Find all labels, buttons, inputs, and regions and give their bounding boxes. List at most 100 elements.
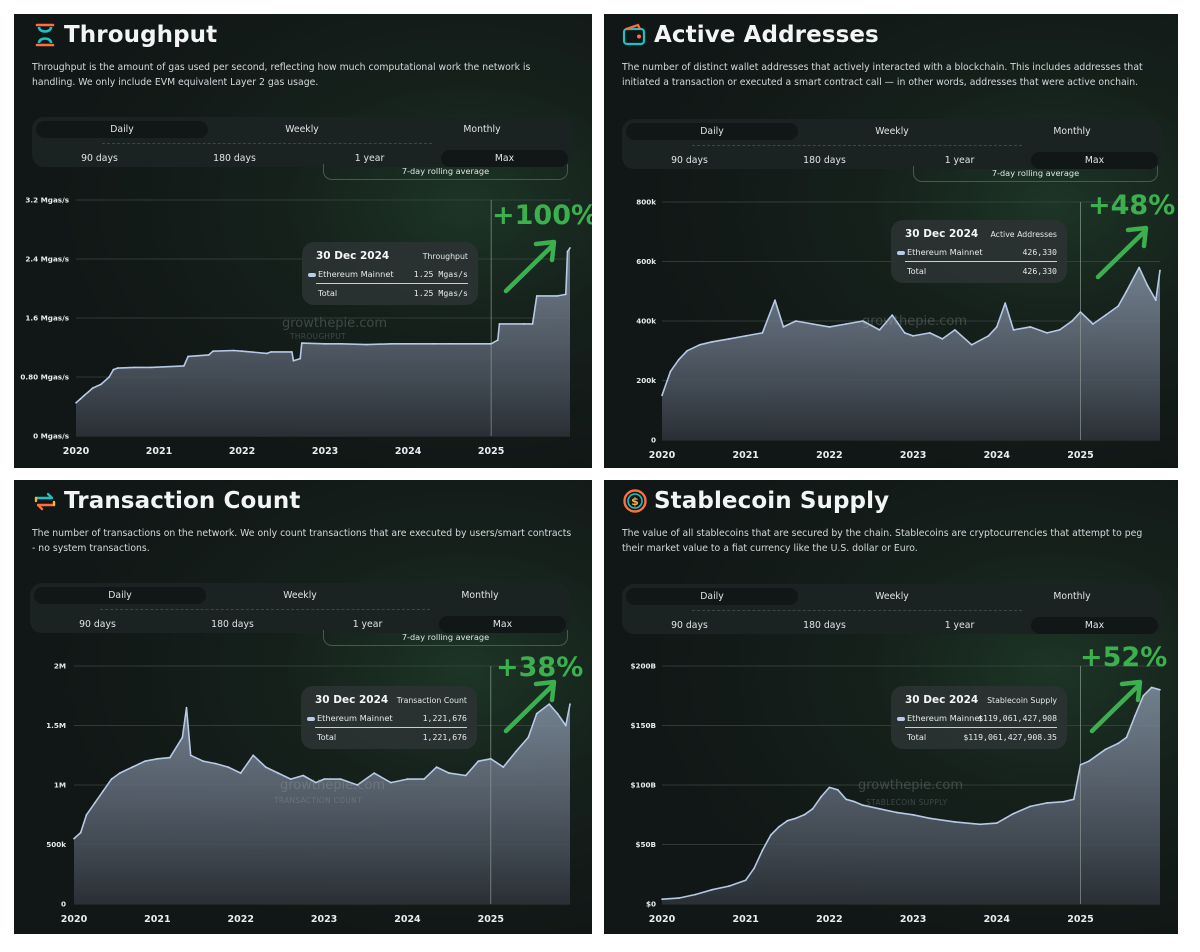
growth-percentage: +38% <box>496 652 584 683</box>
tooltip: 30 Dec 2024 Throughput Ethereum Mainnet … <box>302 242 478 305</box>
data-point <box>266 352 268 355</box>
range-1-year[interactable]: 1 year <box>944 155 975 166</box>
data-point <box>1125 290 1128 293</box>
range-1-year[interactable]: 1 year <box>944 620 975 631</box>
data-point <box>903 332 906 334</box>
data-point <box>75 402 77 404</box>
tooltip-network: Ethereum Mainnet <box>907 713 983 723</box>
series-line[interactable] <box>75 247 571 404</box>
tooltip-network: Ethereum Mainnet <box>318 269 394 279</box>
data-point <box>448 772 450 774</box>
data-point <box>929 332 931 334</box>
tooltip: 30 Dec 2024 Transaction Count Ethereum M… <box>301 686 477 749</box>
data-point <box>79 398 81 400</box>
range-180-days[interactable]: 180 days <box>213 153 256 164</box>
data-point <box>239 772 242 774</box>
range-1-year[interactable]: 1 year <box>354 153 385 164</box>
data-point <box>183 365 185 367</box>
range-90-days[interactable]: 90 days <box>79 619 116 630</box>
data-point <box>878 808 881 810</box>
tooltip-total-label: Total <box>317 732 337 742</box>
rolling-average-toggle[interactable]: 7-day rolling average <box>323 630 568 646</box>
series-line[interactable] <box>661 686 1161 900</box>
data-point <box>232 349 235 352</box>
tab-weekly[interactable]: Weekly <box>283 590 317 601</box>
y-tick-label: 800k <box>636 198 656 207</box>
data-point <box>686 350 688 352</box>
rolling-average-toggle[interactable]: 7-day rolling average <box>323 164 568 180</box>
range-90-days[interactable]: 90 days <box>81 153 118 164</box>
chart-canvas[interactable]: $0 $50B $100B $150B $200B 2020 2021 2022 2023 202… <box>604 480 1178 934</box>
tooltip-network: Ethereum Mainnet <box>317 713 393 723</box>
y-tick-label: 3.2 Mgas/s <box>25 196 69 205</box>
data-point <box>1079 764 1082 766</box>
tab-daily[interactable]: Daily <box>622 587 802 609</box>
chart-canvas[interactable]: 0 200k 400k 600k 800k 2020 2021 2022 2023 2024 202… <box>604 14 1178 468</box>
data-point <box>837 789 839 791</box>
data-point <box>661 394 663 397</box>
tab-daily[interactable]: Daily <box>622 122 802 144</box>
tab-monthly[interactable]: Monthly <box>461 590 499 601</box>
tooltip-metric: Active Addresses <box>990 230 1057 239</box>
tab-monthly[interactable]: Monthly <box>1053 126 1091 137</box>
data-point <box>356 784 359 786</box>
range-180-days[interactable]: 180 days <box>803 155 846 166</box>
dollar-coin-icon: $ <box>623 489 647 513</box>
series-line[interactable] <box>73 703 571 840</box>
data-point <box>878 329 881 331</box>
tooltip-metric: Throughput <box>422 252 468 261</box>
tooltip-total: 426,330 <box>1022 266 1057 276</box>
range-max[interactable]: Max <box>1027 151 1162 173</box>
data-point <box>227 766 229 768</box>
x-tick-label: 2021 <box>732 914 758 925</box>
data-point <box>1138 266 1140 269</box>
data-point <box>728 885 730 887</box>
data-point <box>744 335 747 337</box>
data-point <box>565 293 567 296</box>
tab-daily[interactable]: Daily <box>30 586 210 608</box>
y-tick-label: 1.5M <box>46 721 66 730</box>
chart-canvas[interactable]: 0 500k 1M 1.5M 2M 2020 2021 2022 2023 2024 2025 <box>14 480 592 934</box>
range-90-days[interactable]: 90 days <box>671 155 708 166</box>
watermark: growthepie.com <box>858 778 963 793</box>
data-point <box>929 817 931 820</box>
growth-percentage: +100% <box>492 200 592 231</box>
data-point <box>862 804 864 806</box>
tooltip-value: $119,061,427,908 <box>978 713 1057 723</box>
tab-monthly[interactable]: Monthly <box>463 124 501 135</box>
range-180-days[interactable]: 180 days <box>211 619 254 630</box>
tab-monthly[interactable]: Monthly <box>1053 591 1091 602</box>
tab-daily[interactable]: Daily <box>32 120 212 142</box>
chart-canvas[interactable]: 0 Mgas/s 0.80 Mgas/s 1.6 Mgas/s 2.4 Mgas/s 3… <box>14 14 592 468</box>
data-point <box>292 360 295 362</box>
range-180-days[interactable]: 180 days <box>803 620 846 631</box>
data-point <box>87 391 90 393</box>
data-point <box>1073 798 1075 801</box>
range-max[interactable]: Max <box>435 615 570 637</box>
tab-weekly[interactable]: Weekly <box>875 126 909 137</box>
range-90-days[interactable]: 90 days <box>671 620 708 631</box>
data-point <box>264 766 267 768</box>
data-point <box>912 335 914 337</box>
range-max[interactable]: Max <box>1027 616 1162 638</box>
x-tick-label: 2023 <box>900 450 926 461</box>
data-point <box>79 831 82 834</box>
data-point <box>853 800 856 803</box>
data-point <box>133 366 135 369</box>
data-point <box>1117 742 1119 745</box>
data-point <box>694 893 697 896</box>
tooltip-network: Ethereum Mainnet <box>907 247 983 257</box>
panel-description: Throughput is the amount of gas used per… <box>32 62 531 88</box>
data-point <box>556 712 559 715</box>
growth-percentage: +48% <box>1088 190 1176 221</box>
range-max[interactable]: Max <box>437 149 572 171</box>
data-point <box>323 778 325 780</box>
rolling-average-toggle[interactable]: 7-day rolling average <box>913 166 1158 182</box>
tab-weekly[interactable]: Weekly <box>285 124 319 135</box>
tab-weekly[interactable]: Weekly <box>875 591 909 602</box>
y-tick-label: $200B <box>631 662 656 671</box>
range-1-year[interactable]: 1 year <box>352 619 383 630</box>
data-point <box>845 323 847 325</box>
data-point <box>277 772 280 774</box>
y-tick-label: 0 <box>61 900 66 909</box>
